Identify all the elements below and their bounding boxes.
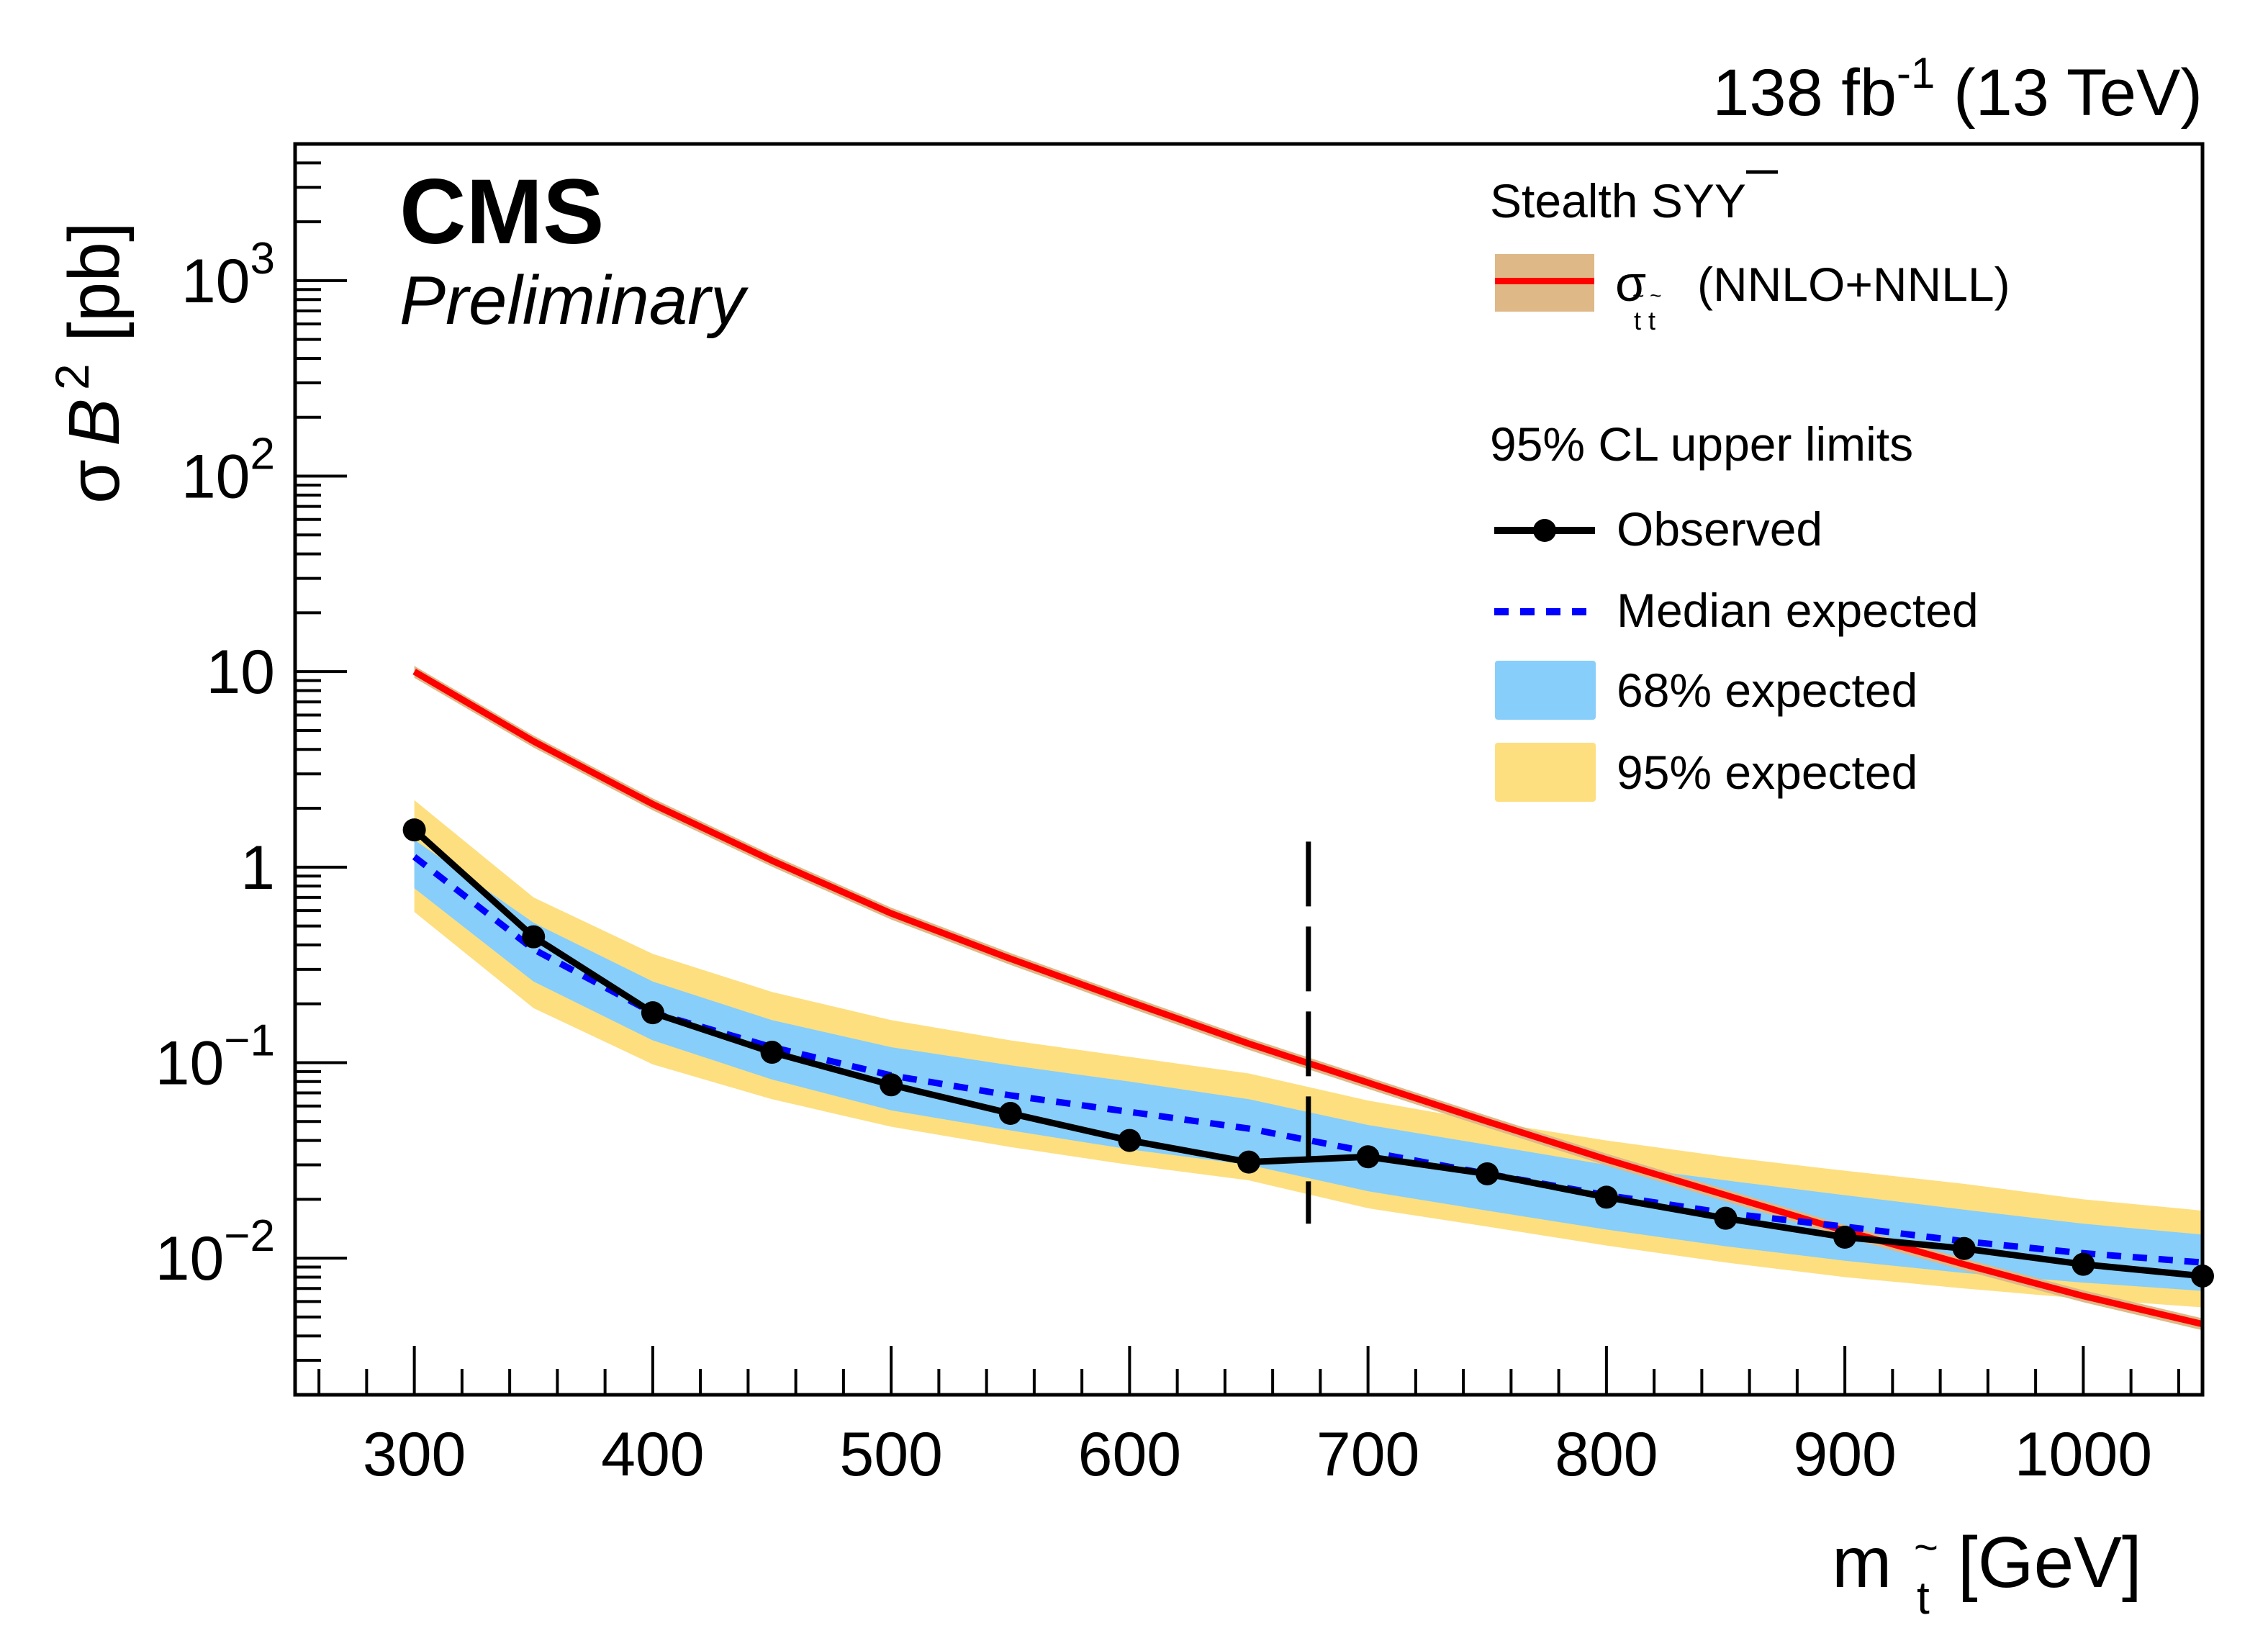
y-tick-base: 10 — [155, 1224, 225, 1293]
observed-point — [1714, 1206, 1738, 1230]
observed-point — [1833, 1226, 1857, 1249]
y-tick-exponent: 2 — [250, 430, 275, 479]
observed-point — [760, 1041, 784, 1064]
lumi-exponent: -1 — [1897, 49, 1935, 97]
observed-point — [2072, 1252, 2095, 1276]
y-title-sigma: σ — [54, 459, 135, 504]
legend-observed-label: Observed — [1617, 502, 1822, 556]
x-tick-label: 800 — [1555, 1420, 1658, 1489]
legend-95-swatch — [1495, 743, 1596, 802]
legend-expected-label: Median expected — [1617, 584, 1979, 637]
y-tick-label: 103 — [181, 234, 275, 316]
legend-entry-observed: Observed — [1494, 502, 1822, 556]
lumi-label: 138 fb-1 (13 TeV) — [1712, 29, 2203, 130]
y-title-unit: [pb] — [54, 222, 135, 342]
observed-point — [1237, 1150, 1260, 1174]
x-title-main: m — [1832, 1522, 1892, 1603]
x-tick-label: 300 — [363, 1420, 466, 1489]
plot-frame — [293, 142, 2205, 1397]
status-label: Preliminary — [399, 262, 749, 339]
x-tick-label: 1000 — [2015, 1420, 2152, 1489]
legend-68-label: 68% expected — [1617, 664, 1917, 717]
x-title-accent: ~ — [1914, 1524, 1938, 1571]
lumi-energy: (13 TeV) — [1953, 56, 2203, 130]
y-tick-label: 102 — [181, 430, 275, 512]
observed-point — [1356, 1145, 1380, 1169]
x-tick-label: 400 — [601, 1420, 705, 1489]
observed-point — [998, 1102, 1022, 1126]
legend-theory-sub: t t — [1634, 306, 1655, 335]
expected-bands — [414, 800, 2203, 1308]
observed-point — [880, 1073, 903, 1097]
y-tick-base: 1 — [240, 833, 275, 903]
legend-theory-text: (NNLO+NNLL) — [1697, 258, 2010, 311]
y-tick-exponent: −2 — [224, 1211, 275, 1261]
band-68-expected — [414, 839, 2203, 1291]
observed-point — [1952, 1236, 1976, 1260]
legend: Stealth SYY σ t t ~ ~ (NNLO+NNLL) 95% CL… — [1490, 170, 2010, 802]
x-title-sub: t — [1917, 1572, 1930, 1624]
y-tick-label: 10−1 — [155, 1016, 275, 1098]
x-tick-label: 700 — [1316, 1420, 1420, 1489]
legend-entry-expected: Median expected — [1494, 584, 1979, 637]
legend-observed-marker — [1533, 519, 1556, 542]
legend-header: Stealth SYY — [1490, 170, 1778, 227]
band-95-expected — [414, 800, 2203, 1308]
observed-point — [1476, 1162, 1499, 1185]
legend-theory-sigma: σ — [1615, 255, 1646, 312]
y-tick-label: 10−2 — [155, 1211, 275, 1293]
experiment-label: CMS — [399, 160, 604, 263]
legend-header-text: Stealth SYY — [1490, 174, 1746, 227]
axes: 300 400 500 600 700 800 900 100010−210−11101021… — [155, 142, 2205, 1489]
legend-limits-header: 95% CL upper limits — [1490, 417, 1913, 471]
observed-point — [402, 818, 426, 842]
legend-entry-theory: σ t t ~ ~ (NNLO+NNLL) — [1495, 254, 2010, 335]
y-axis-title: σ B 2 [pb] — [45, 222, 135, 504]
legend-entry-95: 95% expected — [1495, 743, 1917, 802]
legend-95-label: 95% expected — [1617, 746, 1917, 799]
y-tick-label: 1 — [240, 833, 275, 903]
y-tick-base: 10 — [181, 247, 250, 316]
y-tick-base: 10 — [181, 443, 250, 512]
y-tick-label: 10 — [206, 638, 275, 707]
y-tick-exponent: 3 — [250, 234, 275, 284]
x-tick-label: 600 — [1078, 1420, 1182, 1489]
observed-point — [1594, 1185, 1618, 1209]
legend-theory-line-swatch — [1495, 278, 1594, 284]
y-tick-base: 10 — [206, 638, 275, 707]
y-tick-exponent: −1 — [224, 1016, 275, 1065]
x-tick-label: 500 — [839, 1420, 943, 1489]
observed-point — [522, 925, 546, 949]
legend-entry-68: 68% expected — [1495, 661, 1917, 720]
observed-point — [641, 1001, 664, 1025]
legend-68-swatch — [1495, 661, 1596, 720]
y-tick-base: 10 — [155, 1028, 225, 1098]
y-title-B: B — [54, 398, 135, 446]
legend-theory-tilde: ~ ~ — [1632, 284, 1661, 307]
x-axis-title: m t ~ [GeV] — [1832, 1522, 2142, 1624]
x-title-unit: [GeV] — [1958, 1522, 2142, 1603]
lumi-value: 138 — [1712, 56, 1823, 130]
y-title-exponent: 2 — [45, 363, 99, 390]
x-tick-label: 900 — [1793, 1420, 1897, 1489]
lumi-unit: fb — [1841, 56, 1897, 130]
observed-point — [1118, 1129, 1142, 1152]
